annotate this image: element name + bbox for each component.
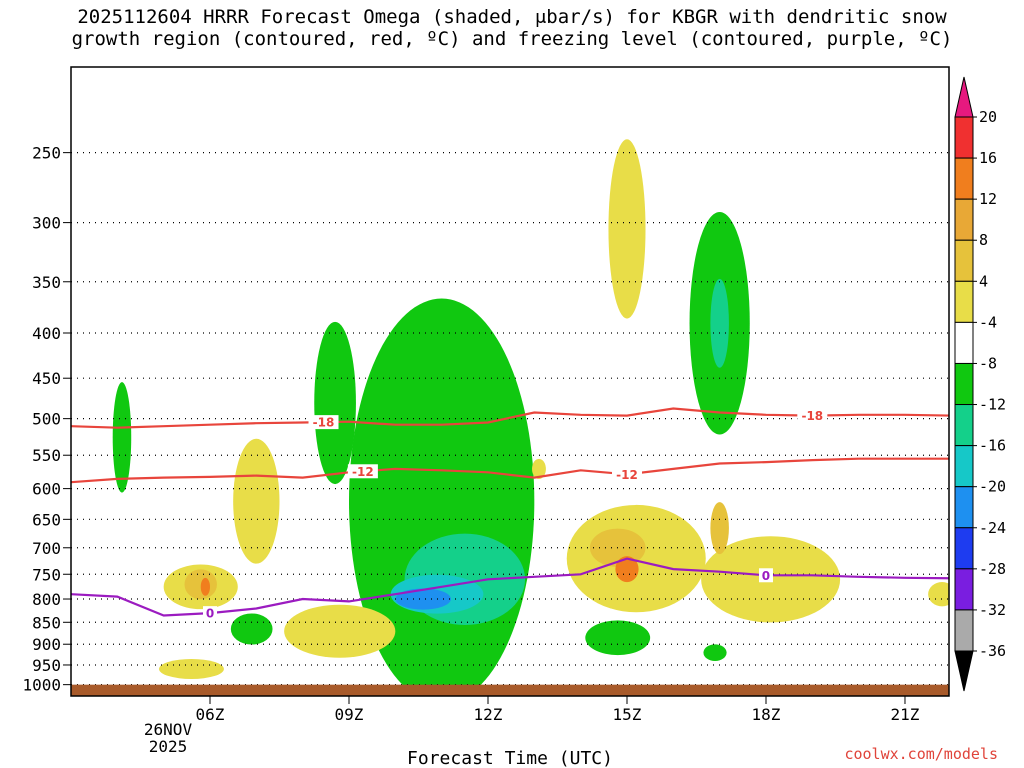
y-tick-label-350: 350: [32, 273, 61, 292]
colorbar-bin-11: [954, 568, 974, 611]
colorbar-label-11: -28: [979, 560, 1006, 578]
omega-region-24: [200, 577, 210, 596]
colorbar-bin-5: [954, 321, 974, 364]
colorbar-label-8: -16: [979, 437, 1006, 455]
omega-region-22: [184, 569, 217, 600]
omega-region-8: [710, 278, 729, 368]
colorbar-label-5: -4: [979, 313, 997, 331]
x-tick-label-06Z: 06Z: [196, 705, 225, 724]
colorbar-label-7: -12: [979, 396, 1006, 414]
dgz-isotherm-0-label-bg-1: [797, 408, 828, 423]
y-tick-label-450: 450: [32, 369, 61, 388]
y-tick-label-650: 650: [32, 510, 61, 529]
omega-region-0: [112, 382, 132, 493]
omega-shading: [112, 139, 949, 696]
date-label-year: 2025: [149, 737, 188, 756]
omega-region-5: [585, 620, 651, 656]
y-tick-label-850: 850: [32, 613, 61, 632]
y-tick-label-1000: 1000: [22, 676, 61, 695]
colorbar-bin-8: [954, 445, 974, 488]
isotherm-contours: -18 -18 -12 -12 0 0: [71, 407, 949, 621]
chart-title-line-2: growth region (contoured, red, ºC) and f…: [71, 28, 953, 50]
dgz-isotherm-1-label-0: -12: [352, 465, 374, 479]
colorbar-bin-12: [954, 609, 974, 652]
date-label-day: 26NOV: [144, 720, 193, 739]
time-axis: 06Z 09Z 12Z 15Z 18Z 21Z: [196, 696, 920, 724]
plot-frame: [70, 66, 950, 697]
chart-title: 2025112604 HRRR Forecast Omega (shaded, …: [0, 6, 1024, 50]
omega-region-21: [710, 502, 729, 555]
colorbar-bin-10: [954, 527, 974, 570]
freezing-level-label-bg-1: [758, 568, 773, 583]
omega-region-18: [159, 658, 224, 679]
x-tick-label-15Z: 15Z: [613, 705, 642, 724]
colorbar-label-13: -36: [979, 642, 1006, 660]
x-tick-label-18Z: 18Z: [752, 705, 781, 724]
freezing-level-label-bg-0: [202, 606, 217, 621]
colorbar-label-10: -24: [979, 519, 1006, 537]
colorbar-bin-1: [954, 157, 974, 200]
omega-region-11: [233, 438, 280, 564]
omega-region-14: [608, 139, 646, 319]
colorbar-label-9: -20: [979, 478, 1006, 496]
y-tick-label-800: 800: [32, 590, 61, 609]
omega-region-10: [395, 588, 451, 610]
dgz-isotherm-1-label-1: -12: [616, 468, 638, 482]
freezing-level-line: [71, 557, 949, 617]
colorbar-label-6: -8: [979, 354, 997, 372]
dgz-isotherm-1-label-bg-1: [611, 467, 642, 482]
colorbar-bin-4: [954, 280, 974, 323]
y-tick-label-700: 700: [32, 539, 61, 558]
omega-region-1: [314, 321, 356, 485]
x-tick-label-12Z: 12Z: [474, 705, 503, 724]
colorbar-bin-0: [954, 116, 974, 159]
y-tick-label-750: 750: [32, 565, 61, 584]
colorbar-label-0: 20: [979, 108, 997, 126]
y-tick-label-550: 550: [32, 446, 61, 465]
omega-region-6: [703, 644, 727, 662]
y-tick-label-600: 600: [32, 480, 61, 499]
colorbar-top-arrow: [954, 76, 974, 118]
colorbar-bin-2: [954, 198, 974, 241]
colorbar-label-3: 8: [979, 231, 988, 249]
colorbar-bin-9: [954, 486, 974, 529]
freezing-level-label-0: 0: [206, 607, 214, 621]
dgz-isotherm-0-label-0: -18: [313, 416, 335, 430]
omega-region-13: [284, 604, 396, 658]
y-tick-label-300: 300: [32, 214, 61, 233]
omega-region-4: [230, 613, 273, 645]
y-tick-label-400: 400: [32, 324, 61, 343]
x-axis-label: Forecast Time (UTC): [407, 748, 613, 768]
colorbar-label-12: -32: [979, 601, 1006, 619]
freezing-level-label-1: 0: [762, 569, 770, 583]
omega-colorbar: 20 16 12 8 4 -4 -8 -12 -16 -20 -24 -28 -32 -36: [954, 76, 1006, 692]
x-tick-label-21Z: 21Z: [891, 705, 920, 724]
y-tick-label-900: 900: [32, 635, 61, 654]
pressure-axis: 250 300 350 400 450 500 550 600 650 700 750 800 850 9…: [22, 144, 71, 695]
omega-region-19: [928, 582, 949, 607]
colorbar-bin-3: [954, 239, 974, 282]
colorbar-bin-7: [954, 404, 974, 447]
colorbar-label-4: 4: [979, 272, 988, 290]
dgz-isotherm-0-label-1: -18: [801, 409, 823, 423]
y-tick-label-950: 950: [32, 656, 61, 675]
terrain-fill: [71, 684, 949, 696]
pressure-gridlines: [71, 152, 949, 686]
colorbar-label-1: 16: [979, 149, 997, 167]
colorbar-bin-6: [954, 362, 974, 406]
y-tick-label-500: 500: [32, 410, 61, 429]
x-tick-label-09Z: 09Z: [335, 705, 364, 724]
dgz-isotherm-1-line: [71, 457, 949, 484]
chart-title-line-1: 2025112604 HRRR Forecast Omega (shaded, …: [77, 6, 947, 28]
colorbar-label-2: 12: [979, 190, 997, 208]
y-tick-label-250: 250: [32, 144, 61, 163]
dgz-isotherm-0-label-bg-0: [308, 415, 339, 430]
dgz-isotherm-1-label-bg-0: [347, 464, 378, 479]
source-credit: coolwx.com/models: [844, 745, 998, 763]
omega-region-23: [615, 556, 639, 583]
colorbar-bottom-arrow: [954, 650, 974, 692]
omega-region-15: [532, 458, 546, 480]
